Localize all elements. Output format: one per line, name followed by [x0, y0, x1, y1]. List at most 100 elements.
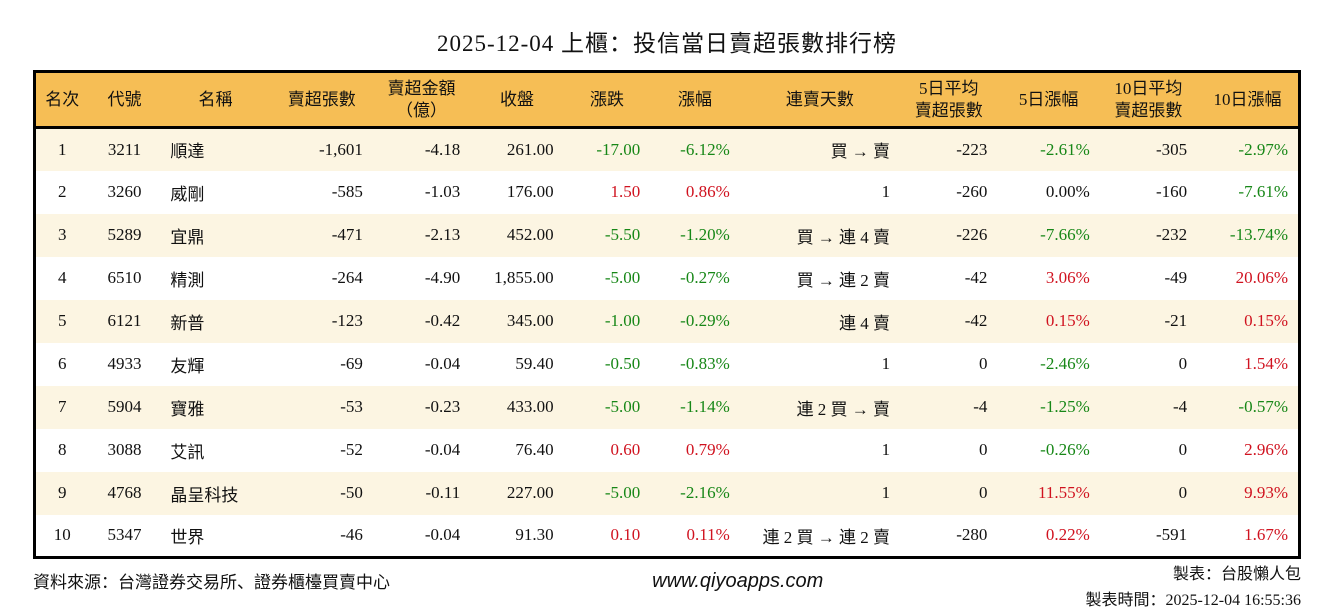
table-row: 5 6121 新普 -123 -0.42 345.00 -1.00 -0.29% 連 4 賣 -4…: [34, 299, 1300, 343]
cell-pct5: -1.25%: [1040, 397, 1090, 416]
cell-name: 友輝: [170, 356, 205, 376]
table-body: 1 3211 順達 -1,601 -4.18 261.00 -17.00 -6.12% 買 → …: [34, 127, 1300, 558]
cell-avg5: -42: [964, 311, 988, 330]
cell-rank: 3: [58, 225, 67, 244]
cell-pct5: -0.26%: [1040, 440, 1090, 459]
cell-pct5: -7.66%: [1040, 225, 1090, 244]
col-header-pct5: 5日漲幅: [997, 71, 1100, 129]
cell-vol: -264: [331, 268, 363, 287]
cell-vol: -50: [340, 483, 363, 502]
cell-streak: 買 → 連 4 賣: [796, 227, 891, 247]
cell-pct10: -13.74%: [1229, 225, 1288, 244]
table-row: 6 4933 友輝 -69 -0.04 59.40 -0.50 -0.83% 1 0 -2.46% 0…: [34, 342, 1300, 386]
cell-pct10: 0.15%: [1244, 311, 1288, 330]
cell-chg: 0.10: [610, 525, 641, 545]
cell-pct5: -2.46%: [1040, 354, 1090, 373]
cell-avg10: -160: [1155, 182, 1188, 201]
cell-avg5: 0: [978, 483, 988, 502]
cell-rank: 9: [58, 483, 67, 502]
cell-name: 晶呈科技: [170, 485, 239, 505]
cell-vol: -123: [331, 311, 363, 330]
cell-name: 新普: [170, 313, 205, 333]
cell-avg10: -232: [1155, 225, 1188, 244]
cell-vol: -585: [331, 182, 363, 201]
footer: 資料來源：台灣證券交易所、證券櫃檯買賣中心 www.qiyoapps.com 製…: [33, 562, 1301, 612]
cell-pct10: 9.93%: [1244, 483, 1288, 502]
cell-chg: -5.00: [604, 483, 641, 502]
cell-avg5: -280: [956, 525, 988, 545]
maker-label: 製表：台股懶人包: [1172, 566, 1301, 583]
col-header-amt: 賣超金額 （億）: [372, 71, 471, 129]
cell-avg10: 0: [1178, 483, 1188, 502]
cell-pct: 0.79%: [685, 440, 730, 459]
cell-rank: 7: [58, 397, 67, 416]
cell-pct: -0.27%: [680, 268, 730, 287]
cell-streak: 1: [881, 182, 891, 201]
cell-rank: 2: [58, 182, 67, 201]
cell-rank: 1: [58, 139, 67, 159]
cell-avg10: -591: [1155, 525, 1188, 545]
cell-chg: 0.60: [610, 440, 641, 459]
cell-avg10: -49: [1164, 268, 1188, 287]
cell-close: 452.00: [506, 225, 554, 244]
cell-close: 91.30: [515, 525, 554, 545]
cell-avg10: -21: [1164, 311, 1188, 330]
cell-streak: 連 4 賣: [839, 313, 891, 333]
cell-code: 3211: [107, 139, 142, 159]
cell-rank: 8: [58, 440, 67, 459]
col-header-vol: 賣超張數: [270, 71, 373, 129]
cell-pct10: 20.06%: [1235, 268, 1288, 287]
cell-avg5: -260: [956, 182, 988, 201]
cell-avg5: -4: [973, 397, 988, 416]
cell-streak: 連 2 買 → 連 2 賣: [762, 527, 891, 547]
cell-amt: -4.18: [424, 139, 461, 159]
cell-pct: -1.20%: [680, 225, 730, 244]
cell-pct5: 0.22%: [1045, 525, 1090, 545]
col-header-name: 名稱: [160, 71, 271, 129]
cell-chg: -0.50: [604, 354, 641, 373]
cell-pct10: 2.96%: [1244, 440, 1288, 459]
ranking-table-container: 名次 代號 名稱 賣超張數 賣超金額 （億） 收盤 漲跌 漲幅 連賣天數 5日平均 賣超張數 5日漲…: [33, 70, 1301, 559]
cell-amt: -1.03: [424, 182, 461, 201]
table-row: 9 4768 晶呈科技 -50 -0.11 227.00 -5.00 -2.16% 1 0 11.5…: [34, 471, 1300, 515]
cell-chg: 1.50: [610, 182, 641, 201]
cell-streak: 買 → 賣: [830, 142, 891, 162]
col-header-avg10: 10日平均 賣超張數: [1099, 71, 1198, 129]
table-row: 2 3260 威剛 -585 -1.03 176.00 1.50 0.86% 1 -260 0.00…: [34, 170, 1300, 214]
cell-name: 宜鼎: [170, 227, 205, 247]
cell-chg: -5.00: [604, 268, 641, 287]
table-row: 8 3088 艾訊 -52 -0.04 76.40 0.60 0.79% 1 0 -0.26% 0 2.…: [34, 428, 1300, 472]
cell-code: 3260: [107, 182, 142, 201]
cell-pct: -0.83%: [680, 354, 730, 373]
cell-avg5: -42: [964, 268, 988, 287]
cell-avg5: 0: [978, 354, 988, 373]
cell-vol: -52: [340, 440, 363, 459]
cell-close: 433.00: [506, 397, 554, 416]
cell-amt: -0.23: [424, 397, 461, 416]
cell-close: 227.00: [506, 483, 554, 502]
cell-pct: -0.29%: [680, 311, 730, 330]
cell-rank: 6: [58, 354, 67, 373]
cell-pct5: -2.61%: [1040, 139, 1090, 159]
col-header-close: 收盤: [470, 71, 564, 129]
cell-amt: -0.04: [424, 440, 461, 459]
cell-pct: 0.86%: [685, 182, 730, 201]
cell-amt: -4.90: [424, 268, 461, 287]
col-header-chg: 漲跌: [563, 71, 651, 129]
cell-streak: 1: [881, 483, 891, 502]
col-header-pct10: 10日漲幅: [1197, 71, 1300, 129]
cell-pct10: 1.54%: [1244, 354, 1288, 373]
cell-pct5: 0.15%: [1045, 311, 1090, 330]
cell-avg10: -305: [1155, 139, 1188, 159]
cell-pct5: 0.00%: [1045, 182, 1090, 201]
cell-code: 3088: [107, 440, 142, 459]
cell-amt: -0.04: [424, 525, 461, 545]
table-row: 4 6510 精測 -264 -4.90 1,855.00 -5.00 -0.27% 買 → 連…: [34, 256, 1300, 300]
table-header: 名次 代號 名稱 賣超張數 賣超金額 （億） 收盤 漲跌 漲幅 連賣天數 5日平均 賣超張數 5日漲…: [34, 71, 1300, 129]
cell-pct: -2.16%: [680, 483, 730, 502]
cell-code: 6510: [107, 268, 142, 287]
cell-vol: -46: [340, 525, 363, 545]
cell-code: 5289: [107, 225, 142, 244]
cell-streak: 連 2 買 → 賣: [796, 399, 891, 419]
cell-chg: -17.00: [596, 139, 641, 159]
